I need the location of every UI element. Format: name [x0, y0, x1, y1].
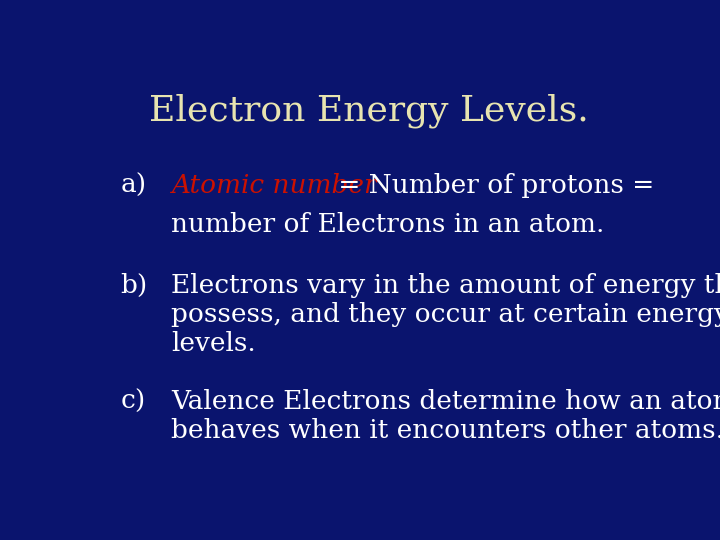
Text: Electron Energy Levels.: Electron Energy Levels.	[149, 94, 589, 129]
Text: b): b)	[121, 273, 148, 298]
Text: Valence Electrons determine how an atom
behaves when it encounters other atoms.: Valence Electrons determine how an atom …	[171, 389, 720, 443]
Text: Electrons vary in the amount of energy they
possess, and they occur at certain e: Electrons vary in the amount of energy t…	[171, 273, 720, 356]
Text: a): a)	[121, 173, 147, 198]
Text: number of Electrons in an atom.: number of Electrons in an atom.	[171, 212, 604, 238]
Text: = Number of protons =: = Number of protons =	[330, 173, 654, 198]
Text: Atomic number: Atomic number	[171, 173, 377, 198]
Text: c): c)	[121, 389, 146, 414]
